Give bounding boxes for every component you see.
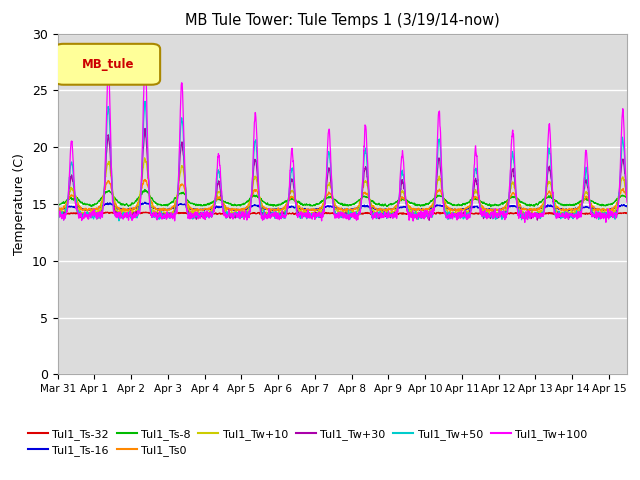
Title: MB Tule Tower: Tule Temps 1 (3/19/14-now): MB Tule Tower: Tule Temps 1 (3/19/14-now… [185,13,500,28]
FancyBboxPatch shape [55,44,160,84]
Y-axis label: Temperature (C): Temperature (C) [13,153,26,255]
Text: MB_tule: MB_tule [81,58,134,71]
Legend: Tul1_Ts-32, Tul1_Ts-16, Tul1_Ts-8, Tul1_Ts0, Tul1_Tw+10, Tul1_Tw+30, Tul1_Tw+50,: Tul1_Ts-32, Tul1_Ts-16, Tul1_Ts-8, Tul1_… [23,424,592,460]
